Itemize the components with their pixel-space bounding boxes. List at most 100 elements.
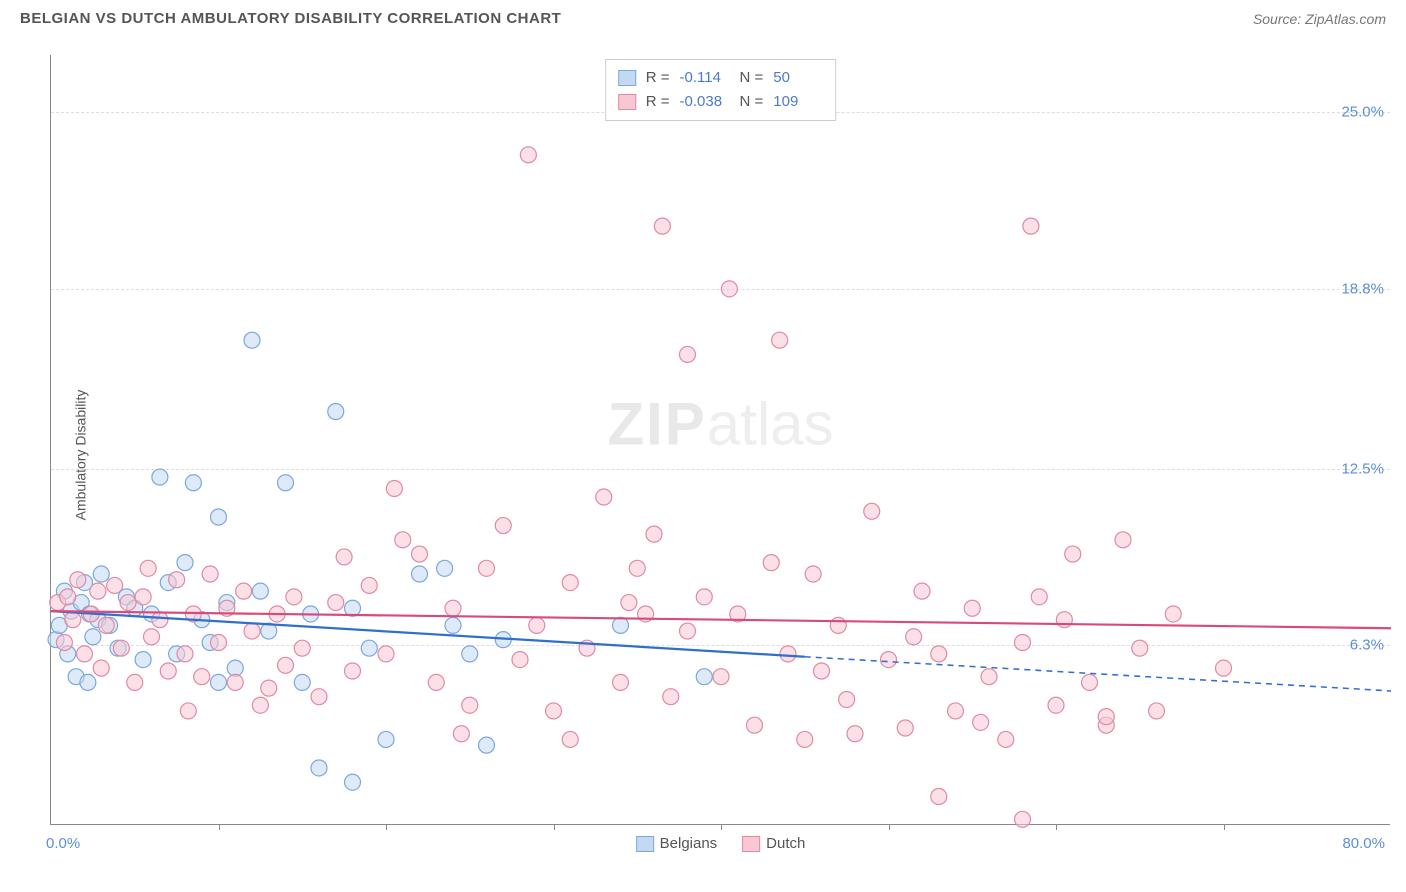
data-point bbox=[152, 469, 168, 485]
data-point bbox=[654, 218, 670, 234]
data-point bbox=[395, 532, 411, 548]
data-point bbox=[520, 147, 536, 163]
data-point bbox=[1015, 811, 1031, 827]
data-point bbox=[56, 634, 72, 650]
data-point bbox=[98, 617, 114, 633]
scatter-plot bbox=[51, 55, 1390, 824]
data-point bbox=[152, 612, 168, 628]
n-value-dutch: 109 bbox=[773, 90, 823, 114]
data-point bbox=[202, 566, 218, 582]
data-point bbox=[721, 281, 737, 297]
data-point bbox=[998, 731, 1014, 747]
data-point bbox=[713, 669, 729, 685]
n-value-belgians: 50 bbox=[773, 66, 823, 90]
data-point bbox=[244, 332, 260, 348]
data-point bbox=[462, 646, 478, 662]
data-point bbox=[772, 332, 788, 348]
data-point bbox=[931, 788, 947, 804]
data-point bbox=[1056, 612, 1072, 628]
swatch-dutch bbox=[618, 94, 636, 110]
x-tick bbox=[889, 824, 890, 830]
data-point bbox=[839, 692, 855, 708]
x-tick bbox=[386, 824, 387, 830]
data-point bbox=[107, 577, 123, 593]
plot-area: ZIPatlas 6.3%12.5%18.8%25.0% 0.0% 80.0% … bbox=[50, 55, 1390, 825]
data-point bbox=[696, 669, 712, 685]
data-point bbox=[80, 674, 96, 690]
data-point bbox=[864, 503, 880, 519]
data-point bbox=[1115, 532, 1131, 548]
data-point bbox=[328, 595, 344, 611]
data-point bbox=[177, 555, 193, 571]
data-point bbox=[1132, 640, 1148, 656]
data-point bbox=[562, 575, 578, 591]
data-point bbox=[252, 697, 268, 713]
legend-item-dutch: Dutch bbox=[742, 835, 805, 852]
legend-label-belgians: Belgians bbox=[660, 835, 718, 852]
series-legend: Belgians Dutch bbox=[636, 835, 806, 852]
data-point bbox=[696, 589, 712, 605]
data-point bbox=[77, 646, 93, 662]
data-point bbox=[386, 480, 402, 496]
data-point bbox=[127, 674, 143, 690]
data-point bbox=[906, 629, 922, 645]
data-point bbox=[763, 555, 779, 571]
data-point bbox=[65, 612, 81, 628]
legend-swatch-dutch bbox=[742, 836, 760, 852]
data-point bbox=[453, 726, 469, 742]
data-point bbox=[964, 600, 980, 616]
data-point bbox=[621, 595, 637, 611]
data-point bbox=[311, 689, 327, 705]
data-point bbox=[546, 703, 562, 719]
data-point bbox=[135, 652, 151, 668]
x-tick bbox=[219, 824, 220, 830]
data-point bbox=[479, 560, 495, 576]
data-point bbox=[120, 595, 136, 611]
data-point bbox=[236, 583, 252, 599]
data-point bbox=[914, 583, 930, 599]
data-point bbox=[93, 660, 109, 676]
data-point bbox=[1023, 218, 1039, 234]
data-point bbox=[211, 674, 227, 690]
data-point bbox=[663, 689, 679, 705]
x-min-label: 0.0% bbox=[46, 835, 80, 852]
data-point bbox=[294, 640, 310, 656]
r-label: R = bbox=[646, 66, 670, 90]
data-point bbox=[814, 663, 830, 679]
data-point bbox=[1216, 660, 1232, 676]
data-point bbox=[361, 640, 377, 656]
data-point bbox=[1082, 674, 1098, 690]
data-point bbox=[361, 577, 377, 593]
data-point bbox=[180, 703, 196, 719]
r-value-belgians: -0.114 bbox=[680, 66, 730, 90]
data-point bbox=[144, 629, 160, 645]
data-point bbox=[278, 657, 294, 673]
data-point bbox=[278, 475, 294, 491]
data-point bbox=[613, 617, 629, 633]
data-point bbox=[261, 680, 277, 696]
correlation-legend: R = -0.114 N = 50 R = -0.038 N = 109 bbox=[605, 59, 837, 121]
data-point bbox=[1165, 606, 1181, 622]
data-point bbox=[562, 731, 578, 747]
data-point bbox=[680, 346, 696, 362]
data-point bbox=[437, 560, 453, 576]
data-point bbox=[948, 703, 964, 719]
data-point bbox=[90, 583, 106, 599]
x-tick bbox=[721, 824, 722, 830]
data-point bbox=[680, 623, 696, 639]
data-point bbox=[479, 737, 495, 753]
data-point bbox=[294, 674, 310, 690]
chart-container: Ambulatory Disability ZIPatlas 6.3%12.5%… bbox=[50, 55, 1390, 855]
data-point bbox=[227, 674, 243, 690]
data-point bbox=[286, 589, 302, 605]
x-tick bbox=[1056, 824, 1057, 830]
trend-line-extrapolated bbox=[805, 657, 1391, 691]
r-value-dutch: -0.038 bbox=[680, 90, 730, 114]
data-point bbox=[613, 674, 629, 690]
data-point bbox=[113, 640, 129, 656]
x-max-label: 80.0% bbox=[1342, 835, 1385, 852]
data-point bbox=[462, 697, 478, 713]
swatch-belgians bbox=[618, 70, 636, 86]
data-point bbox=[1031, 589, 1047, 605]
data-point bbox=[445, 617, 461, 633]
